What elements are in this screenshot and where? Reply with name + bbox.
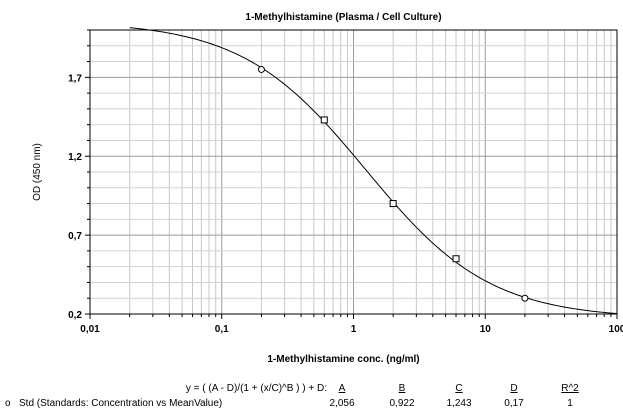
data-point: [389, 200, 397, 208]
y-tick-label: 1,7: [68, 73, 82, 84]
value-a: 2,056: [329, 398, 355, 409]
header-c: C: [455, 383, 463, 394]
y-tick-label: 1,2: [68, 152, 82, 163]
x-axis-label: 1-Methylhistamine conc. (ng/ml): [267, 354, 419, 365]
fit-curve: [129, 27, 618, 315]
tick-labels: 0,01 0,1 1 10 100 0,2 0,7 1,2 1,7: [68, 73, 623, 335]
row-marker: o: [5, 398, 11, 409]
value-b: 0,922: [389, 398, 415, 409]
x-tick-label: 1: [351, 324, 357, 335]
x-tick-label: 10: [480, 324, 492, 335]
grid-layer: [89, 29, 617, 315]
x-tick-label: 100: [609, 324, 623, 335]
data-points: [257, 65, 529, 302]
y-tick-label: 0,7: [68, 231, 82, 242]
data-point: [452, 255, 460, 263]
x-tick-label: 0,01: [80, 324, 100, 335]
data-point: [320, 116, 328, 124]
value-r2: 1: [567, 398, 573, 409]
header-r2: R^2: [561, 383, 579, 394]
row-label: Std (Standards: Concentration vs MeanVal…: [19, 398, 223, 409]
fit-equation: y = ( (A - D)/(1 + (x/C)^B ) ) + D:: [185, 383, 327, 394]
header-d: D: [510, 383, 518, 394]
value-d: 0,17: [504, 398, 524, 409]
chart-title: 1-Methylhistamine (Plasma / Cell Culture…: [245, 12, 441, 23]
y-axis-label: OD (450 nm): [32, 143, 43, 201]
value-c: 1,243: [446, 398, 472, 409]
header-b: B: [398, 383, 406, 394]
y-tick-label: 0,2: [68, 310, 82, 321]
header-a: A: [338, 383, 346, 394]
x-tick-label: 0,1: [215, 324, 229, 335]
data-point: [521, 294, 529, 302]
tick-layer: [85, 29, 618, 319]
data-point: [257, 65, 265, 73]
